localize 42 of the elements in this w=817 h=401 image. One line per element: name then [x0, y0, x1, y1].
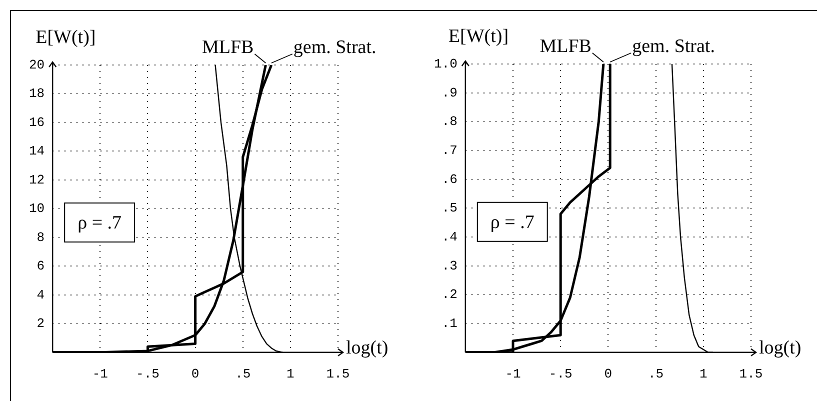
- y-tick-label: .6: [442, 172, 458, 187]
- y-tick-label: .1: [442, 316, 458, 331]
- y-tick-label: 8: [36, 230, 45, 245]
- y-tick-label: .5: [442, 200, 458, 216]
- annotation: ρ = .7: [490, 212, 534, 233]
- y-tick-label: .4: [442, 229, 458, 244]
- x-tick-label: 1.5: [739, 366, 763, 382]
- y-tick-label: 14: [28, 144, 45, 159]
- y-axis-title: E[W(t)]: [448, 26, 509, 47]
- legend-label: gem. Strat.: [293, 37, 376, 58]
- y-tick-label: 20: [28, 57, 45, 72]
- x-tick-label: .5: [648, 366, 664, 382]
- series-label: MLFB: [202, 37, 254, 58]
- y-tick-label: 1.0: [434, 56, 458, 72]
- y-tick-label: .9: [442, 85, 458, 100]
- y-tick-label: 4: [36, 287, 45, 302]
- x-tick-label: 1.5: [326, 366, 350, 382]
- x-tick-label: 1: [699, 366, 708, 382]
- y-tick-label: 16: [28, 114, 45, 130]
- x-tick-label: 0: [191, 366, 200, 382]
- x-tick-label: 0: [604, 366, 612, 382]
- y-tick-label: .2: [442, 287, 458, 302]
- x-tick-label: -1: [92, 366, 108, 382]
- x-tick-label: -.5: [136, 366, 160, 382]
- y-tick-label: .3: [442, 258, 458, 274]
- y-tick-label: .8: [442, 114, 458, 130]
- y-tick-label: .7: [442, 142, 458, 158]
- y-tick-label: 18: [28, 86, 45, 102]
- x-axis-title: log(t): [346, 337, 388, 358]
- x-tick-label: -1: [505, 366, 521, 382]
- x-tick-label: .5: [235, 366, 251, 382]
- x-tick-label: 1: [286, 366, 295, 382]
- y-tick-label: 2: [36, 316, 45, 332]
- series-label: MLFB: [540, 36, 592, 57]
- x-axis-title: log(t): [759, 337, 802, 358]
- y-tick-label: 12: [28, 172, 45, 188]
- x-tick-label: -.5: [548, 366, 572, 382]
- annotation: ρ = .7: [78, 212, 122, 234]
- y-tick-label: 10: [28, 201, 45, 216]
- y-tick-label: 6: [36, 258, 45, 274]
- legend-label: gem. Strat.: [632, 36, 715, 57]
- y-axis-title: E[W(t)]: [36, 27, 96, 48]
